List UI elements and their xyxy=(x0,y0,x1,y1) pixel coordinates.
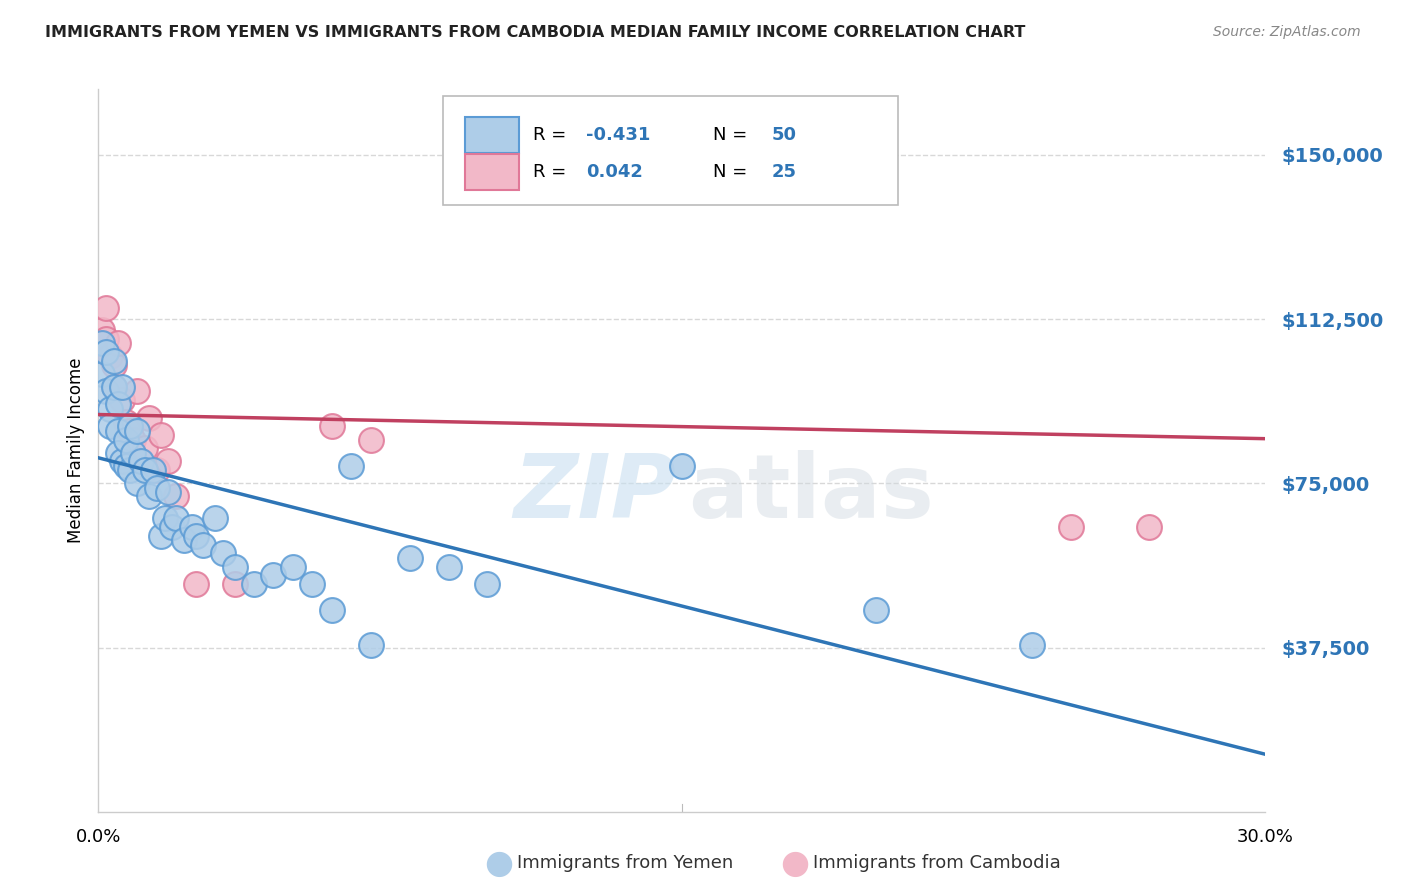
Text: ●: ● xyxy=(780,847,808,880)
Point xyxy=(103,358,125,372)
FancyBboxPatch shape xyxy=(443,96,898,205)
Point xyxy=(107,424,129,438)
Point xyxy=(111,454,134,468)
Point xyxy=(165,511,187,525)
Point xyxy=(122,433,145,447)
Point xyxy=(122,445,145,459)
Point xyxy=(360,638,382,652)
Point xyxy=(114,415,136,429)
Point xyxy=(865,603,887,617)
Point xyxy=(107,397,129,411)
Text: N =: N = xyxy=(713,163,748,181)
Point xyxy=(157,485,180,500)
Point xyxy=(107,445,129,459)
Point xyxy=(437,559,460,574)
Point xyxy=(98,401,121,416)
Text: 50: 50 xyxy=(772,126,797,144)
Point xyxy=(118,419,141,434)
Point xyxy=(165,490,187,504)
Point xyxy=(1021,638,1043,652)
Point xyxy=(127,384,149,399)
Point xyxy=(91,367,114,381)
Point xyxy=(243,577,266,591)
Point xyxy=(134,463,156,477)
Point xyxy=(98,349,121,363)
Point xyxy=(114,458,136,473)
Point xyxy=(103,353,125,368)
Point xyxy=(1060,520,1083,534)
Y-axis label: Median Family Income: Median Family Income xyxy=(66,358,84,543)
Point xyxy=(103,380,125,394)
Point xyxy=(111,393,134,408)
Text: IMMIGRANTS FROM YEMEN VS IMMIGRANTS FROM CAMBODIA MEDIAN FAMILY INCOME CORRELATI: IMMIGRANTS FROM YEMEN VS IMMIGRANTS FROM… xyxy=(45,25,1025,40)
Text: N =: N = xyxy=(713,126,748,144)
Text: R =: R = xyxy=(533,163,565,181)
Point xyxy=(149,529,172,543)
Point xyxy=(138,410,160,425)
Point xyxy=(865,112,887,127)
Point xyxy=(153,511,176,525)
Point xyxy=(301,577,323,591)
Point xyxy=(204,511,226,525)
Point xyxy=(103,380,125,394)
Point xyxy=(134,442,156,456)
Text: atlas: atlas xyxy=(688,450,934,537)
Text: ●: ● xyxy=(485,847,513,880)
Point xyxy=(321,419,343,434)
Text: Immigrants from Yemen: Immigrants from Yemen xyxy=(517,855,734,872)
Point xyxy=(173,533,195,548)
Point xyxy=(118,463,141,477)
FancyBboxPatch shape xyxy=(465,117,519,153)
Point xyxy=(162,520,184,534)
Point xyxy=(321,603,343,617)
Point xyxy=(127,424,149,438)
Text: 25: 25 xyxy=(772,163,797,181)
Point xyxy=(281,559,304,574)
Point xyxy=(184,529,207,543)
Point xyxy=(262,568,284,582)
Point xyxy=(224,577,246,591)
Point xyxy=(360,433,382,447)
Point xyxy=(340,458,363,473)
Text: ZIP: ZIP xyxy=(513,450,676,537)
Text: Source: ZipAtlas.com: Source: ZipAtlas.com xyxy=(1213,25,1361,39)
Point xyxy=(477,577,499,591)
Text: -0.431: -0.431 xyxy=(586,126,651,144)
Point xyxy=(96,384,118,399)
Point xyxy=(671,458,693,473)
Point xyxy=(96,301,118,315)
Point xyxy=(157,454,180,468)
Point xyxy=(398,550,420,565)
Point xyxy=(146,481,169,495)
Point xyxy=(127,476,149,491)
Point xyxy=(111,380,134,394)
Point xyxy=(91,323,114,337)
Point xyxy=(138,490,160,504)
Point xyxy=(114,433,136,447)
Point xyxy=(193,538,215,552)
Text: R =: R = xyxy=(533,126,565,144)
FancyBboxPatch shape xyxy=(465,154,519,190)
Point xyxy=(1137,520,1160,534)
Point xyxy=(180,520,202,534)
Text: 0.042: 0.042 xyxy=(586,163,643,181)
Point xyxy=(98,419,121,434)
Point xyxy=(212,546,235,560)
Point xyxy=(142,463,165,477)
Point xyxy=(96,345,118,359)
Point xyxy=(146,463,169,477)
Point xyxy=(118,424,141,438)
Point xyxy=(149,428,172,442)
Point xyxy=(96,332,118,346)
Point xyxy=(224,559,246,574)
Point xyxy=(129,454,152,468)
Point xyxy=(107,336,129,351)
Point xyxy=(91,336,114,351)
Text: Immigrants from Cambodia: Immigrants from Cambodia xyxy=(813,855,1060,872)
Point xyxy=(184,577,207,591)
